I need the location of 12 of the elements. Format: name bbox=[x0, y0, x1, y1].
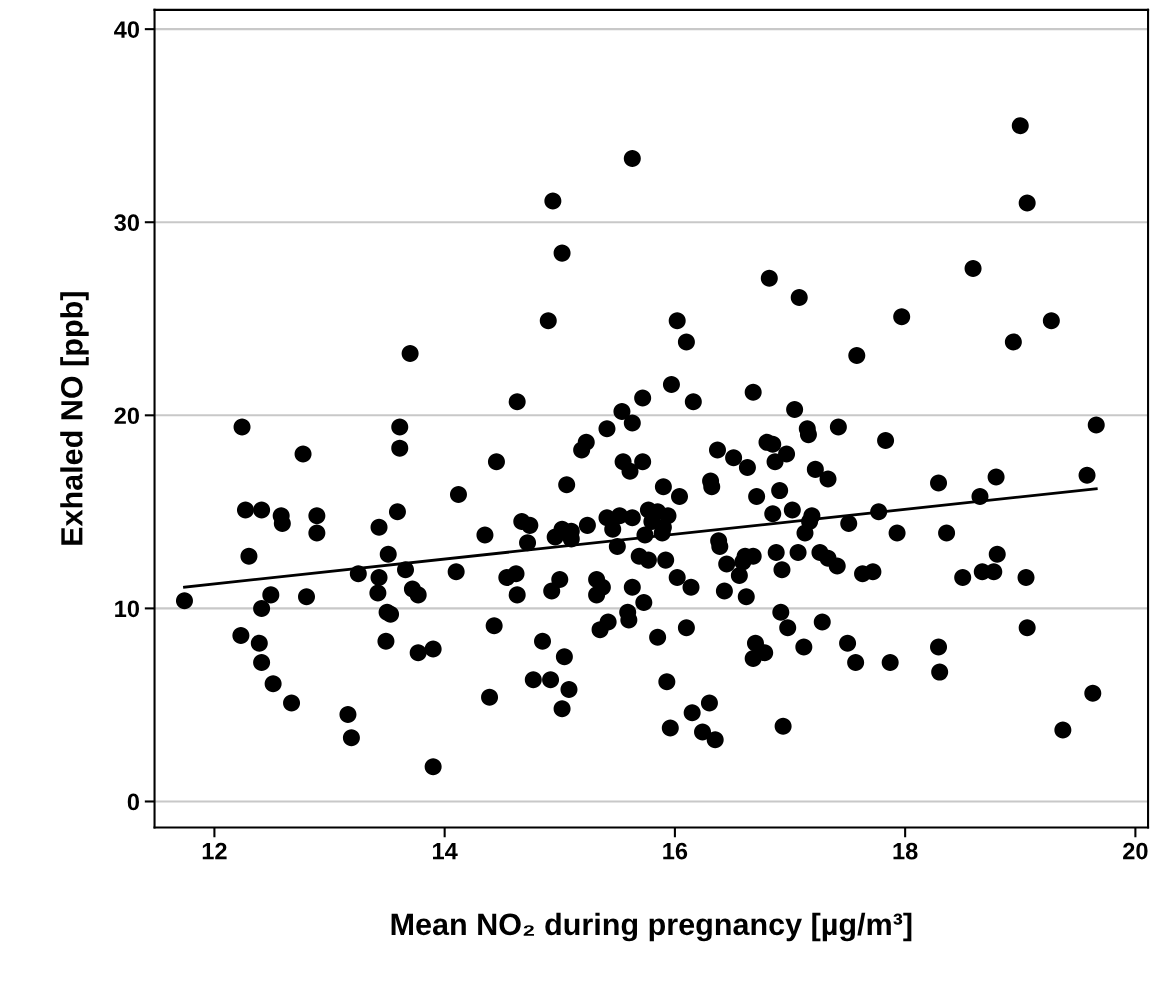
y-tick-label: 30 bbox=[114, 214, 139, 232]
y-tick-label: 0 bbox=[127, 793, 139, 811]
y-axis-title: Exhaled NO [ppb] bbox=[60, 292, 89, 545]
x-tick-label: 20 bbox=[1123, 842, 1148, 860]
x-tick-label: 12 bbox=[202, 842, 227, 860]
y-tick-label: 10 bbox=[115, 600, 139, 618]
x-tick-label: 18 bbox=[893, 842, 918, 860]
x-tick-label: 16 bbox=[663, 842, 688, 860]
y-tick-label: 40 bbox=[114, 21, 139, 38]
x-axis-title: Mean NO₂ during pregnancy [µg/m³] bbox=[391, 912, 912, 942]
y-tick-label: 20 bbox=[114, 407, 139, 425]
x-tick-label: 14 bbox=[433, 842, 458, 860]
